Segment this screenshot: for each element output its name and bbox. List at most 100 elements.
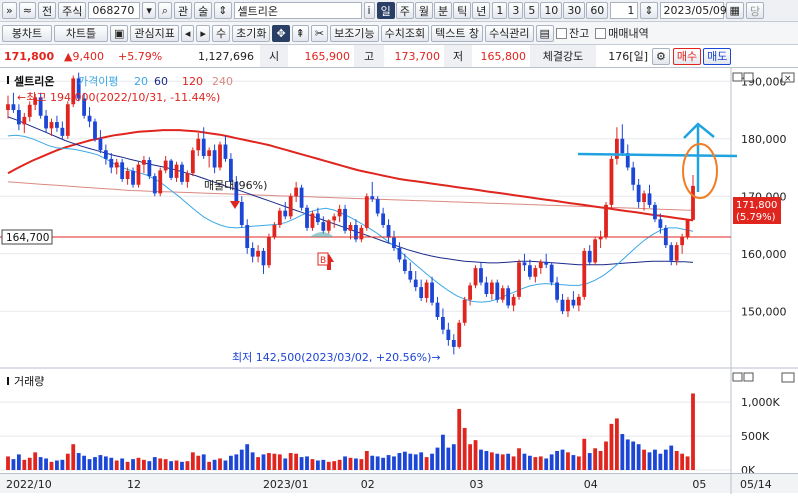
volume-bar-93 (511, 456, 516, 470)
interval-tab-10[interactable]: 10 (540, 2, 563, 19)
volume-restore-icon[interactable] (743, 372, 754, 382)
price-tick-label-3: 160,000 (741, 248, 787, 261)
candle-body-35 (196, 138, 201, 151)
volume-close-icon[interactable] (781, 372, 795, 383)
drawn-orange-ellipse[interactable] (682, 143, 718, 199)
calendar-icon[interactable]: ▦ (725, 2, 744, 19)
market-select[interactable]: 주식 (58, 2, 87, 19)
volume-bar-8 (49, 461, 54, 470)
interval-tab-3[interactable]: 3 (508, 2, 524, 19)
spin-arrows-icon[interactable]: ⇕ (214, 2, 232, 19)
interval-tab-5[interactable]: 5 (524, 2, 540, 19)
reset-button[interactable]: 초기화 (232, 24, 271, 42)
candle-body-113 (620, 138, 625, 154)
nav-up-button[interactable]: ≈ (18, 2, 36, 19)
pane-restore-icon[interactable] (743, 72, 754, 82)
volume-bar-41 (228, 455, 233, 470)
candle-body-60 (332, 216, 337, 221)
arrow-left-icon[interactable]: ◂ (180, 24, 195, 42)
pane-maximize-icon[interactable] (732, 72, 743, 82)
drawn-arrow-head[interactable] (683, 122, 715, 139)
volume-bar-14 (82, 455, 87, 470)
move-tool-icon[interactable]: ✥ (272, 24, 290, 42)
formula-manager-button[interactable]: 수식관리 (485, 24, 534, 42)
volume-bar-106 (582, 438, 587, 470)
candle-body-0 (6, 104, 10, 110)
candle-body-99 (544, 261, 549, 265)
period-tab-2[interactable]: 월 (414, 2, 433, 19)
volume-bar-25 (142, 459, 146, 470)
volume-bar-96 (528, 455, 532, 470)
volume-bar-126 (691, 393, 695, 470)
end-button[interactable]: 당 (745, 2, 765, 19)
grid-icon[interactable]: ▤ (535, 24, 554, 42)
arrow-right-icon[interactable]: ▸ (196, 24, 210, 42)
period-tab-3[interactable]: 분 (433, 2, 453, 19)
volume-bar-63 (348, 457, 353, 470)
stock-code-input[interactable]: 068270 (88, 2, 141, 19)
candle-body-102 (560, 299, 565, 312)
type-button[interactable]: 전 (37, 2, 57, 19)
candle-body-106 (582, 250, 587, 297)
candle-body-82 (451, 340, 456, 347)
volume-bar-118 (647, 452, 652, 470)
drawn-horizontal-line[interactable] (577, 152, 738, 158)
scissors-icon[interactable]: ✂ (310, 24, 329, 42)
level-tag: 164,700 (6, 232, 49, 244)
volume-bar-60 (332, 461, 337, 470)
interval-tab-60[interactable]: 60 (586, 2, 609, 19)
candle-body-19 (109, 158, 114, 168)
time-axis-labels: 2022/10 12 2023/01 02 03 04 05 05/14 (6, 478, 772, 491)
pin-tool-icon[interactable]: ⇞ (291, 24, 309, 42)
count-input[interactable]: 1 (610, 2, 639, 19)
legend-ma-label: 가격이평 (78, 75, 118, 88)
period-tab-1[interactable]: 주 (395, 2, 414, 19)
volume-maximize-icon[interactable] (732, 372, 743, 382)
interval-tab-30[interactable]: 30 (563, 2, 586, 19)
candle-body-13 (76, 78, 81, 99)
stock-name-field[interactable]: 셀트리온 (233, 2, 362, 19)
settings-gear-icon[interactable]: ⚙ (652, 47, 670, 65)
candle-body-9 (55, 122, 59, 128)
rank-button[interactable]: 술 (194, 2, 213, 19)
time-label-2: 2023/01 (263, 478, 309, 491)
time-axis-svg: 2022/10 12 2023/01 02 03 04 05 05/14 (6, 474, 772, 494)
search-icon[interactable]: ⌕ (157, 2, 173, 19)
save-icon[interactable]: ▣ (110, 24, 129, 42)
info-button[interactable]: i (363, 2, 375, 19)
period-tab-5[interactable]: 년 (472, 2, 491, 19)
candle-body-67 (370, 196, 375, 200)
pane-close-icon[interactable] (781, 72, 795, 83)
volume-bar-102 (560, 449, 565, 470)
candle-chart-button[interactable]: 봉차트 (2, 24, 52, 42)
trade-history-checkbox[interactable]: 매매내역 (591, 22, 649, 44)
code-dropdown-icon[interactable]: ▾ (142, 2, 156, 19)
volume-bar-47 (261, 454, 266, 470)
chart-frame-button[interactable]: 차트틀 (54, 24, 108, 42)
volume-bar-44 (245, 444, 250, 470)
volume-bar-40 (223, 460, 228, 470)
aux-function-button[interactable]: 보조기능 (330, 24, 379, 42)
value-lookup-button[interactable]: 수치조회 (380, 24, 430, 42)
buy-button[interactable]: 매수 (672, 47, 702, 65)
volume-bar-75 (413, 454, 418, 470)
sell-button[interactable]: 매도 (703, 47, 732, 65)
candle-body-7 (44, 115, 48, 129)
volume-bar-3 (22, 459, 27, 470)
balance-checkbox[interactable]: 잔고 (555, 22, 589, 44)
strength-value: 176[일] (608, 50, 648, 63)
search-label-button[interactable]: 관 (174, 2, 193, 19)
interval-tab-1[interactable]: 1 (492, 2, 508, 19)
text-window-button[interactable]: 텍스트 창 (431, 24, 484, 42)
edit-button[interactable]: 수 (211, 24, 231, 42)
volume-bar-10 (60, 459, 65, 470)
volume-bar-82 (451, 444, 456, 470)
period-tab-0[interactable]: 일 (376, 2, 395, 19)
date-input[interactable]: 2023/05/09 (659, 2, 727, 19)
candle-body-80 (441, 317, 445, 330)
period-tab-4[interactable]: 틱 (453, 2, 472, 19)
nav-prev-button[interactable]: » (2, 2, 17, 19)
count-stepper-icon[interactable]: ⇕ (640, 2, 658, 19)
indicator-button[interactable]: 관심지표 (130, 24, 179, 42)
